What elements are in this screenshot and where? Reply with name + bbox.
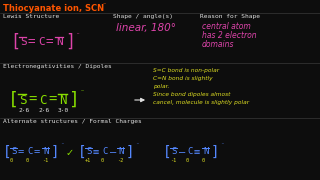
Text: =: =	[46, 35, 53, 48]
Text: N: N	[43, 147, 48, 156]
Text: Reason for Shape: Reason for Shape	[200, 14, 260, 19]
Text: ≡: ≡	[194, 147, 200, 157]
Text: =: =	[18, 147, 24, 157]
Text: [: [	[3, 145, 12, 159]
Text: ]: ]	[211, 145, 220, 159]
Text: ⁻: ⁻	[75, 32, 79, 38]
Text: polar.: polar.	[153, 84, 169, 89]
Text: –: –	[179, 147, 185, 157]
Text: [: [	[163, 145, 172, 159]
Text: =: =	[28, 35, 36, 48]
Text: Lewis Structure: Lewis Structure	[3, 14, 59, 19]
Text: S: S	[19, 93, 27, 107]
Text: C: C	[187, 147, 192, 156]
Text: [: [	[78, 145, 86, 159]
Text: 0: 0	[202, 158, 205, 163]
Text: Electronegativities / Dipoles: Electronegativities / Dipoles	[3, 64, 112, 69]
Text: S=C bond is non-polar: S=C bond is non-polar	[153, 68, 219, 73]
Text: 0: 0	[26, 158, 29, 163]
Text: ≡: ≡	[93, 147, 99, 157]
Text: S: S	[86, 147, 92, 156]
Text: =: =	[28, 93, 36, 107]
Text: N: N	[118, 147, 124, 156]
Text: ⁻: ⁻	[220, 143, 224, 148]
Text: -2: -2	[117, 158, 123, 163]
Text: C: C	[102, 147, 108, 156]
Text: Shape / angle(s): Shape / angle(s)	[113, 14, 173, 19]
Text: C: C	[39, 93, 46, 107]
Text: ⁻: ⁻	[103, 3, 106, 8]
Text: =: =	[48, 93, 56, 107]
Text: domains: domains	[202, 40, 235, 49]
Text: ]: ]	[51, 145, 60, 159]
Text: +1: +1	[85, 158, 91, 163]
Text: C=N bond is slightly: C=N bond is slightly	[153, 76, 212, 81]
Text: central atom: central atom	[202, 22, 251, 31]
Text: linear, 180°: linear, 180°	[116, 23, 176, 33]
Text: Since bond dipoles almost: Since bond dipoles almost	[153, 92, 230, 97]
Text: 0: 0	[101, 158, 104, 163]
Text: 0: 0	[10, 158, 13, 163]
Text: S: S	[171, 147, 176, 156]
Text: S: S	[20, 37, 27, 47]
Text: 3·0: 3·0	[58, 108, 69, 113]
Text: –: –	[110, 147, 116, 157]
Text: has 2 electron: has 2 electron	[202, 31, 257, 40]
Text: [: [	[10, 33, 20, 51]
Text: ]: ]	[65, 33, 75, 51]
Text: ]: ]	[69, 91, 80, 109]
Text: =: =	[34, 147, 40, 157]
Text: N: N	[56, 37, 63, 47]
Text: Thiocyanate ion, SCN: Thiocyanate ion, SCN	[3, 4, 104, 13]
Text: N: N	[203, 147, 208, 156]
Text: cancel, molecule is slightly polar: cancel, molecule is slightly polar	[153, 100, 249, 105]
Text: [: [	[8, 91, 19, 109]
Text: ⁻: ⁻	[60, 143, 64, 148]
Text: ]: ]	[126, 145, 134, 159]
Text: ✓: ✓	[66, 148, 74, 158]
Text: -1: -1	[170, 158, 176, 163]
Text: 2·6: 2·6	[18, 108, 29, 113]
Text: -1: -1	[42, 158, 48, 163]
Text: S: S	[11, 147, 16, 156]
Text: Alternate structures / Formal Charges: Alternate structures / Formal Charges	[3, 119, 142, 124]
Text: C: C	[27, 147, 32, 156]
Text: ⁻: ⁻	[80, 87, 85, 96]
Text: 2·6: 2·6	[38, 108, 49, 113]
Text: 0: 0	[186, 158, 189, 163]
Text: ⁻: ⁻	[135, 143, 139, 148]
Text: C: C	[38, 37, 45, 47]
Text: N: N	[59, 93, 67, 107]
